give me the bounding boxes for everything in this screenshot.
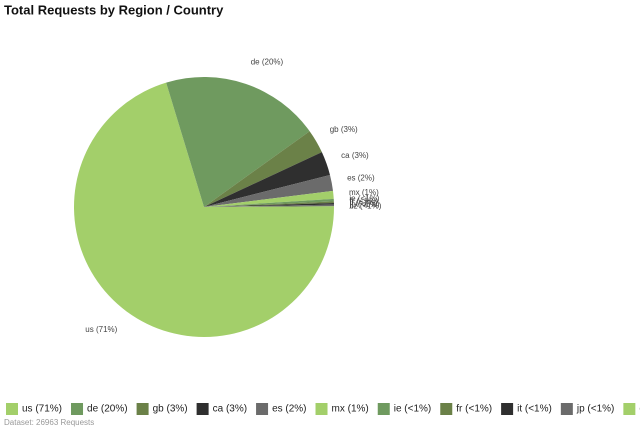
slice-label: ca (3%) bbox=[341, 151, 369, 160]
slice-label: gb (3%) bbox=[330, 125, 358, 134]
legend-swatch bbox=[315, 403, 328, 415]
legend-label: mx (1%) bbox=[332, 404, 369, 415]
legend-swatch bbox=[256, 403, 269, 415]
slice-label: mx (1%) bbox=[349, 188, 379, 197]
slice-label: fr (<1%) bbox=[349, 196, 378, 205]
legend-label: de (20%) bbox=[87, 404, 128, 415]
legend-label: es (2%) bbox=[272, 404, 306, 415]
slice-label: es (2%) bbox=[347, 174, 375, 183]
pie-slice bbox=[204, 201, 334, 207]
legend-swatch bbox=[377, 403, 390, 415]
pie-slice bbox=[204, 152, 330, 207]
pie-slice bbox=[204, 202, 334, 207]
legend-swatch bbox=[560, 403, 573, 415]
slice-label: cz (<1%) bbox=[350, 202, 382, 211]
legend-swatch bbox=[440, 403, 453, 415]
legend-label: ie (<1%) bbox=[394, 404, 432, 415]
pie-slice bbox=[204, 204, 334, 207]
slice-label: ie (<1%) bbox=[349, 194, 379, 203]
legend-swatch bbox=[501, 403, 514, 415]
legend-label: gb (3%) bbox=[153, 404, 188, 415]
chart-title: Total Requests by Region / Country bbox=[4, 2, 224, 17]
legend-swatch bbox=[136, 403, 149, 415]
pie-slice bbox=[204, 198, 334, 207]
pie-slice bbox=[74, 82, 335, 338]
legend-label: jp (<1%) bbox=[576, 404, 615, 415]
slice-label: jp (<1%) bbox=[349, 200, 380, 209]
legend-label: fr (<1%) bbox=[456, 404, 492, 415]
legend-label: it (<1%) bbox=[517, 404, 552, 415]
legend-swatch bbox=[6, 403, 18, 415]
legend-swatch bbox=[71, 403, 84, 415]
pie-slice bbox=[204, 206, 334, 207]
legend-swatch bbox=[196, 403, 209, 415]
legend-label: ca (3%) bbox=[213, 404, 247, 415]
slice-label: it (<1%) bbox=[350, 198, 378, 207]
pie-slice bbox=[204, 174, 333, 207]
pie-slice bbox=[204, 190, 334, 207]
legend-label: us (71%) bbox=[22, 404, 62, 415]
pie-slice bbox=[166, 77, 310, 207]
legend-swatch bbox=[623, 403, 636, 415]
footnote: Dataset: 26963 Requests bbox=[4, 418, 94, 427]
slice-label: us (71%) bbox=[85, 325, 117, 334]
slice-label: de (20%) bbox=[251, 57, 284, 66]
pie-slice bbox=[204, 131, 322, 207]
